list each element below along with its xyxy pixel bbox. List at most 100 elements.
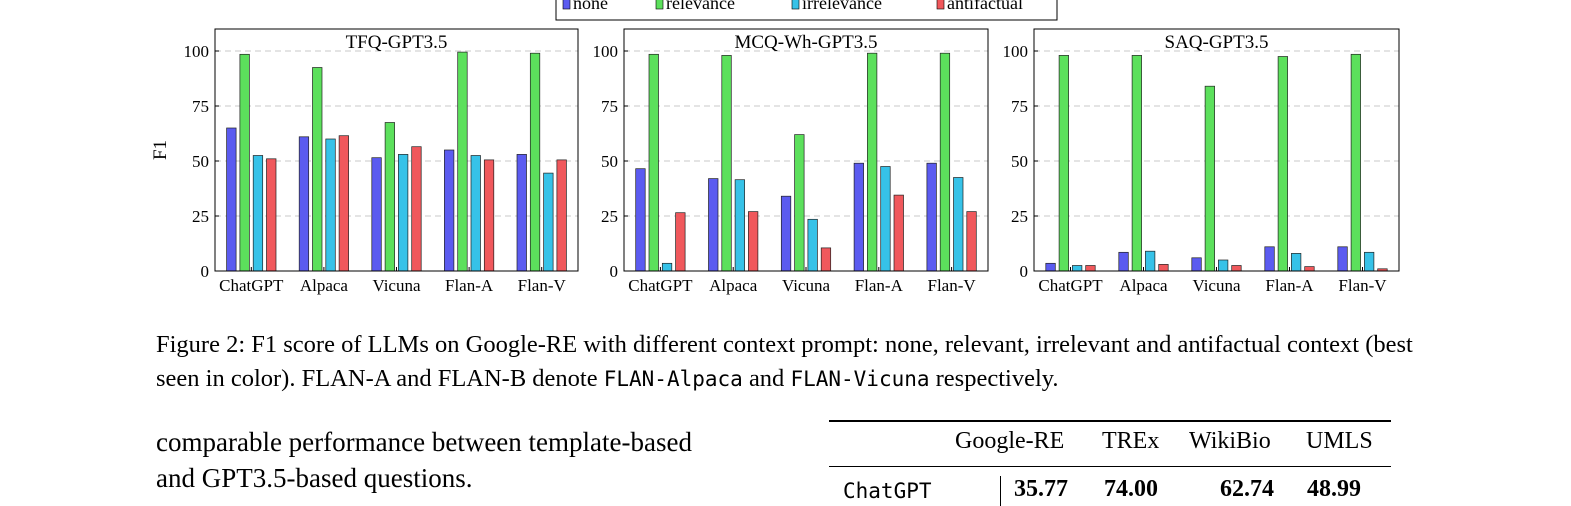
- caption-text-and: and: [742, 365, 791, 392]
- table-header-wikibio: WikiBio: [1189, 428, 1271, 454]
- table-cell-google-re: 35.77: [1014, 476, 1068, 502]
- figure-2: none relevance irrelevance antifactual 0 25 50…: [150, 0, 1400, 295]
- bar-relevance-alpaca: [1131, 55, 1142, 272]
- body-line: and GPT3.5-based questions.: [156, 463, 473, 493]
- x-tick-label: ChatGPT: [1038, 276, 1103, 295]
- bar-relevance-vicuna: [1204, 85, 1215, 272]
- bar-irrelevance-alpaca: [325, 138, 336, 272]
- legend-label-antifactual: antifactual: [947, 0, 1023, 13]
- bar-irrelevance-flan-a: [1291, 253, 1302, 272]
- bar-relevance-chatgpt: [648, 53, 659, 272]
- legend-swatch-antifactual: [936, 0, 945, 10]
- bar-none-vicuna: [371, 157, 382, 272]
- bar-relevance-flan-v: [529, 52, 541, 272]
- table-top-rule: [829, 420, 1391, 422]
- x-tick-label: Alpaca: [709, 276, 758, 295]
- bar-irrelevance-alpaca: [734, 179, 745, 272]
- bar-relevance-flan-v: [939, 52, 951, 272]
- legend-swatch-none: [562, 0, 571, 10]
- legend-swatch-relevance: [655, 0, 664, 10]
- bar-none-flan-a: [853, 162, 864, 272]
- y-tick-label: 0: [1020, 262, 1029, 281]
- bar-none-flan-v: [1337, 246, 1348, 272]
- bar-irrelevance-vicuna: [1218, 259, 1229, 272]
- bar-chart-figure: none relevance irrelevance antifactual 0 25 50…: [150, 0, 1400, 295]
- bar-antifactual-flan-a: [893, 194, 904, 272]
- bar-antifactual-alpaca: [338, 135, 349, 272]
- bar-relevance-chatgpt: [1058, 55, 1069, 272]
- y-tick-label: 25: [601, 207, 618, 226]
- table-header-umls: UMLS: [1306, 428, 1373, 454]
- figure-caption: Figure 2: F1 score of LLMs on Google-RE …: [156, 328, 1426, 396]
- bar-relevance-chatgpt: [239, 53, 250, 272]
- bar-irrelevance-flan-v: [953, 177, 964, 272]
- y-tick-label: 50: [192, 152, 209, 171]
- bar-none-flan-a: [1264, 246, 1275, 272]
- y-tick-label: 75: [601, 97, 618, 116]
- bar-none-chatgpt: [1045, 262, 1056, 272]
- x-tick-label: Flan-A: [1265, 276, 1314, 295]
- x-tick-label: Flan-A: [445, 276, 494, 295]
- x-tick-label: Vicuna: [782, 276, 831, 295]
- table-header-google-re: Google-RE: [955, 428, 1065, 454]
- table-mid-rule: [829, 466, 1391, 467]
- bar-irrelevance-flan-a: [880, 166, 891, 272]
- caption-flan-alpaca: FLAN-Alpaca: [603, 367, 743, 391]
- x-tick-label: Alpaca: [1119, 276, 1168, 295]
- y-tick-label: 50: [601, 152, 618, 171]
- bar-antifactual-flan-v: [556, 159, 567, 272]
- x-tick-label: Alpaca: [300, 276, 349, 295]
- plot-frame: [1033, 28, 1400, 272]
- chart-title: MCQ-Wh-GPT3.5: [734, 32, 877, 53]
- bar-irrelevance-vicuna: [398, 154, 409, 272]
- bar-antifactual-vicuna: [411, 146, 422, 272]
- caption-text-end: respectively.: [929, 365, 1059, 392]
- bar-irrelevance-vicuna: [807, 218, 818, 272]
- body-line: comparable performance between template-…: [156, 427, 692, 457]
- table-cell-umls: 48.99: [1307, 476, 1361, 502]
- bar-antifactual-vicuna: [820, 247, 832, 272]
- bar-none-chatgpt: [635, 168, 646, 272]
- y-tick-label: 25: [192, 207, 209, 226]
- y-tick-label: 0: [610, 262, 619, 281]
- x-tick-label: Flan-V: [928, 276, 977, 295]
- bar-relevance-alpaca: [721, 55, 732, 272]
- x-tick-label: Flan-V: [1338, 276, 1387, 295]
- bar-irrelevance-flan-v: [1364, 251, 1375, 272]
- bar-irrelevance-chatgpt: [252, 155, 264, 272]
- bar-relevance-alpaca: [312, 67, 323, 272]
- bar-none-flan-a: [444, 149, 455, 272]
- bar-relevance-vicuna: [794, 134, 805, 272]
- bar-relevance-flan-a: [867, 52, 878, 272]
- bar-none-flan-v: [926, 162, 937, 272]
- bar-irrelevance-chatgpt: [1072, 265, 1083, 272]
- bar-none-alpaca: [1118, 251, 1129, 272]
- x-tick-label: Flan-V: [518, 276, 567, 295]
- caption-flan-vicuna: FLAN-Vicuna: [790, 367, 930, 391]
- bar-none-alpaca: [298, 136, 310, 272]
- y-tick-label: 0: [201, 262, 210, 281]
- table-cell-trex: 74.00: [1104, 476, 1158, 502]
- bar-antifactual-flan-a: [483, 159, 495, 272]
- legend-label-relevance: relevance: [666, 0, 735, 13]
- legend-swatch-irrelevance: [791, 0, 800, 10]
- bar-relevance-flan-a: [1277, 56, 1288, 272]
- y-tick-label: 75: [192, 97, 209, 116]
- y-tick-label: 50: [1011, 152, 1028, 171]
- y-axis-label: F1: [150, 140, 171, 160]
- bar-antifactual-flan-v: [966, 211, 977, 272]
- bar-antifactual-vicuna: [1231, 265, 1242, 272]
- caption-text: Figure 2: F1 score of LLMs on Google-RE …: [156, 331, 1413, 392]
- table-cell-wikibio: 62.74: [1220, 476, 1274, 502]
- bar-antifactual-alpaca: [748, 211, 759, 272]
- bar-antifactual-flan-a: [1304, 266, 1315, 272]
- bar-relevance-flan-v: [1350, 53, 1361, 272]
- bar-relevance-vicuna: [384, 122, 395, 272]
- y-tick-label: 75: [1011, 97, 1028, 116]
- bar-antifactual-chatgpt: [266, 158, 277, 272]
- bar-irrelevance-flan-v: [543, 172, 554, 272]
- chart-title: SAQ-GPT3.5: [1165, 32, 1269, 53]
- y-tick-label: 100: [593, 42, 619, 61]
- x-tick-label: Vicuna: [372, 276, 421, 295]
- bar-antifactual-chatgpt: [1085, 265, 1096, 272]
